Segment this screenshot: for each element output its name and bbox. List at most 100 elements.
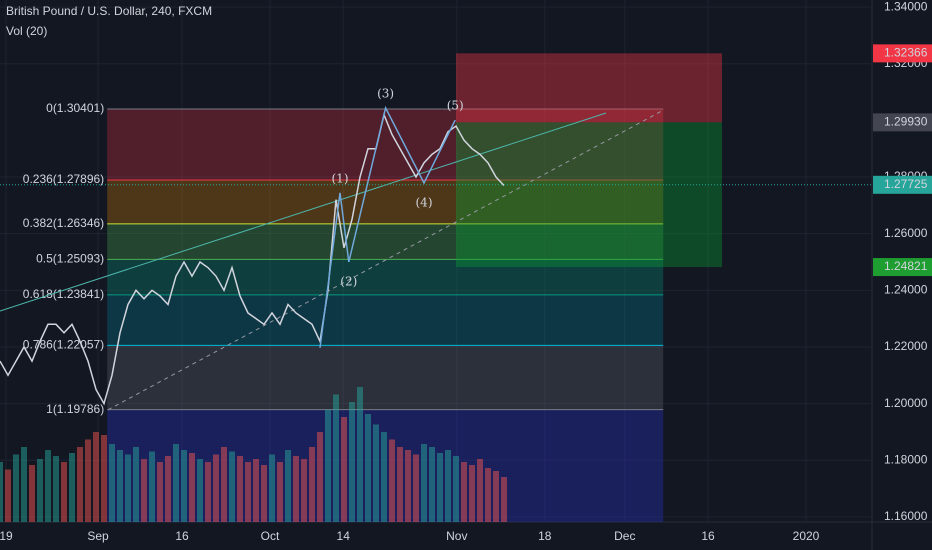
fib-zone <box>107 345 664 410</box>
y-tick-label: 1.26000 <box>884 226 928 240</box>
volume-bar <box>453 456 459 522</box>
y-tick-label: 1.24000 <box>884 282 928 296</box>
wave-label: (2) <box>340 274 357 288</box>
price-badge <box>873 113 932 132</box>
x-tick-label: Sep <box>87 529 109 543</box>
plot: 0(1.30401) 0.236(1.27896) 0.382(1.26346) 0.… <box>0 0 872 522</box>
volume-bar <box>117 450 123 522</box>
fib-label: 0.382(1.26346) <box>23 216 104 230</box>
volume-bar <box>261 465 267 522</box>
volume-bar <box>445 450 451 522</box>
volume-bar <box>245 462 251 522</box>
price-line <box>0 112 505 406</box>
volume-bar <box>341 417 347 522</box>
volume-bar <box>85 439 91 522</box>
volume-bar <box>157 462 163 522</box>
volume-bar <box>285 450 291 522</box>
wave-line <box>319 105 456 348</box>
y-tick-label: 1.18000 <box>884 452 928 466</box>
volume-bar <box>469 465 475 522</box>
volume-bar <box>493 471 499 522</box>
volume-bar <box>461 462 467 522</box>
trend-line <box>0 112 607 312</box>
volume-bar <box>13 454 19 522</box>
volume-bar <box>229 451 235 522</box>
fib-zone <box>107 259 664 295</box>
x-tick-label: Oct <box>261 529 280 543</box>
target-zone <box>456 122 722 268</box>
chart-title: British Pound / U.S. Dollar, 240, FXCM <box>6 4 212 18</box>
fib-zone <box>107 223 664 260</box>
volume-bar <box>349 402 355 522</box>
fib-label: 0.618(1.23841) <box>23 287 104 301</box>
price-badge <box>873 258 932 277</box>
volume-bar <box>501 477 507 522</box>
volume-bar <box>317 432 323 522</box>
wave-label: (5) <box>447 99 464 113</box>
volume-bar <box>173 444 179 522</box>
volume-bar <box>253 459 259 522</box>
price-badge-label: 1.24821 <box>884 259 928 273</box>
volume-bar <box>269 454 275 522</box>
x-tick-label: 14 <box>337 529 351 543</box>
volume-bar <box>205 462 211 522</box>
volume-bar <box>53 456 59 522</box>
volume-bar <box>125 454 131 522</box>
volume-bar <box>197 459 203 522</box>
y-tick-label: 1.20000 <box>884 396 928 410</box>
volume-bar <box>477 459 483 522</box>
volume-bar <box>141 459 147 522</box>
volume-bar <box>357 387 363 522</box>
volume-bar <box>0 462 3 522</box>
volume-bar <box>133 447 139 522</box>
x-tick-label: Nov <box>446 529 467 543</box>
volume-bar <box>109 444 115 522</box>
fib-label: 0.5(1.25093) <box>36 252 104 266</box>
volume-bar <box>429 447 435 522</box>
x-tick-label: 16 <box>701 529 715 543</box>
volume-bar <box>309 447 315 522</box>
volume-bar <box>405 450 411 522</box>
price-badge-label: 1.27725 <box>884 177 928 191</box>
volume-bar <box>277 462 283 522</box>
volume-bar <box>61 462 67 522</box>
volume-bar <box>101 435 107 522</box>
volume-bar <box>213 454 219 522</box>
volume-bar <box>93 432 99 522</box>
fib-zone <box>107 179 664 224</box>
fib-label: 0(1.30401) <box>46 101 104 115</box>
volume-bar <box>301 459 307 522</box>
volume-bar <box>293 456 299 522</box>
y-tick-label: 1.16000 <box>884 509 928 523</box>
volume-bar <box>189 453 195 522</box>
wave-label: (3) <box>377 86 394 100</box>
volume-bar <box>421 444 427 522</box>
volume-label: Vol (20) <box>6 24 47 38</box>
fib-label: 0.236(1.27896) <box>23 172 104 186</box>
price-badge-label: 1.32366 <box>884 46 928 60</box>
volume-bar <box>381 432 387 522</box>
wave-label: (1) <box>332 171 349 185</box>
y-tick-label: 1.34000 <box>884 0 928 13</box>
x-tick-label: 2020 <box>793 529 820 543</box>
y-tick-label: 1.22000 <box>884 339 928 353</box>
volume-bar <box>181 450 187 522</box>
volume-bar <box>45 450 51 522</box>
volume-bar <box>77 447 83 522</box>
fib-label: 1(1.19786) <box>46 402 104 416</box>
volume-bar <box>69 453 75 522</box>
volume-bar <box>333 394 339 522</box>
x-tick-label: Dec <box>614 529 635 543</box>
volume-bar <box>149 451 155 522</box>
volume-bar <box>437 453 443 522</box>
volume-bar <box>413 454 419 522</box>
trend-line <box>107 109 664 411</box>
volume-bar <box>325 409 331 522</box>
volume-bar <box>397 447 403 522</box>
fib-label: 0.786(1.22057) <box>23 338 104 352</box>
fib-zone <box>107 109 664 180</box>
wave-label: (4) <box>416 195 433 209</box>
